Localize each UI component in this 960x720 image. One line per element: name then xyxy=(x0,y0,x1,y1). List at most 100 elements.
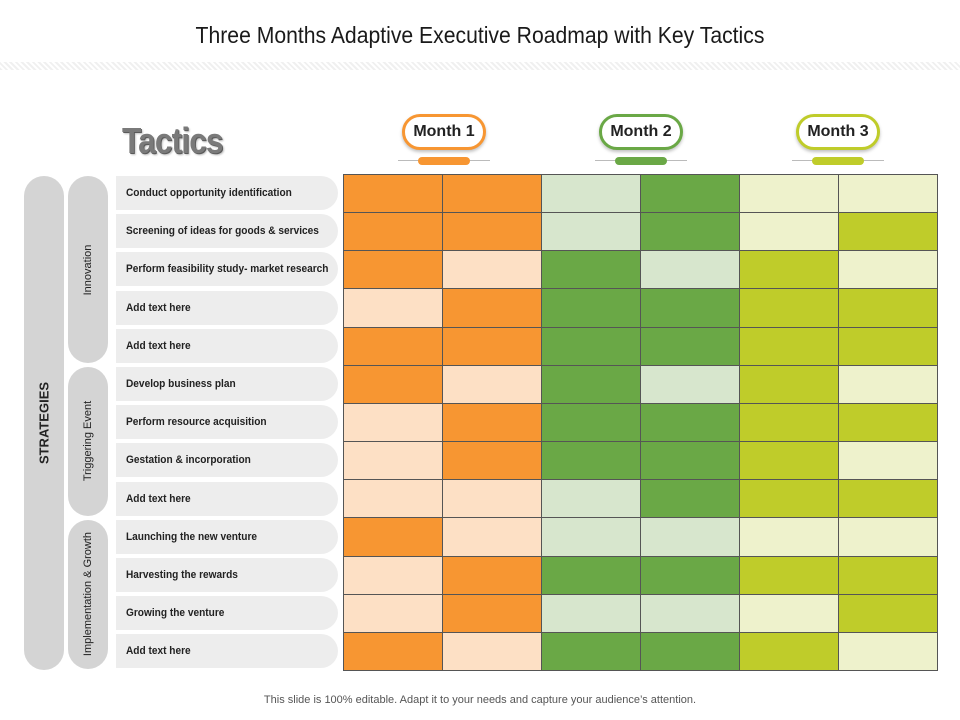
schedule-cell xyxy=(839,327,937,365)
strategies-bar xyxy=(24,176,64,670)
group-label: Triggering Event xyxy=(82,401,94,482)
group-pill: Innovation xyxy=(68,176,108,363)
schedule-cell xyxy=(542,480,640,518)
schedule-cell xyxy=(839,251,937,289)
schedule-cell xyxy=(344,403,442,442)
month-label: Month 2 xyxy=(599,114,683,150)
schedule-cell xyxy=(344,289,442,327)
schedule-cell xyxy=(443,327,541,365)
month-label: Month 3 xyxy=(796,114,880,150)
footer-note: This slide is 100% editable. Adapt it to… xyxy=(263,694,697,706)
schedule-cell xyxy=(443,594,541,632)
schedule-cell xyxy=(839,175,937,213)
schedule-cell xyxy=(641,403,739,442)
tactic-row: Conduct opportunity identification xyxy=(116,176,338,210)
schedule-cell xyxy=(344,594,442,632)
schedule-cell xyxy=(542,175,640,213)
group-pill: Implementation & Growth xyxy=(68,519,108,669)
schedule-cell xyxy=(839,632,937,670)
schedule-cell xyxy=(641,213,739,251)
schedule-cell xyxy=(641,289,739,327)
schedule-cell xyxy=(839,518,937,556)
schedule-cell xyxy=(443,403,541,442)
schedule-cell xyxy=(542,518,640,556)
schedule-cell xyxy=(740,175,838,213)
strategies-label: STRATEGIES xyxy=(36,381,52,465)
schedule-cell xyxy=(443,518,541,556)
tactics-heading: Tactics xyxy=(122,120,224,161)
schedule-cell xyxy=(740,365,838,403)
group-label: Innovation xyxy=(82,244,94,295)
tactic-label: Perform feasibility study- market resear… xyxy=(126,263,329,276)
tactic-row: Screening of ideas for goods & services xyxy=(116,214,338,249)
schedule-cell xyxy=(344,480,442,518)
month-header-3: Month 3 xyxy=(792,114,892,165)
schedule-cell xyxy=(344,556,442,594)
tactic-row: Perform feasibility study- market resear… xyxy=(116,252,338,287)
month-label: Month 1 xyxy=(402,114,486,150)
schedule-cell xyxy=(542,442,640,480)
tactic-row: Add text here xyxy=(116,481,338,516)
schedule-cell xyxy=(344,327,442,365)
tactic-label: Add text here xyxy=(126,645,191,658)
schedule-cell xyxy=(740,213,838,251)
schedule-cell xyxy=(542,327,640,365)
tactic-label: Add text here xyxy=(126,301,191,314)
schedule-cell xyxy=(443,632,541,670)
schedule-cell xyxy=(542,289,640,327)
tactic-label: Launching the new venture xyxy=(126,530,258,543)
schedule-cell xyxy=(344,213,442,251)
schedule-cell xyxy=(839,365,937,403)
schedule-cell xyxy=(839,213,937,251)
schedule-cell xyxy=(542,403,640,442)
schedule-cell xyxy=(443,365,541,403)
schedule-cell xyxy=(344,175,442,213)
schedule-cell xyxy=(839,594,937,632)
tactic-label: Harvesting the rewards xyxy=(126,569,238,581)
schedule-grid xyxy=(343,174,938,671)
schedule-cell xyxy=(839,442,937,480)
schedule-cell xyxy=(344,365,442,403)
schedule-cell xyxy=(641,251,739,289)
tactic-label: Growing the venture xyxy=(126,607,225,620)
schedule-cell xyxy=(542,213,640,251)
schedule-cell xyxy=(641,556,739,594)
tactic-row: Gestation & incorporation xyxy=(116,443,338,478)
schedule-cell xyxy=(542,632,640,670)
schedule-cell xyxy=(542,251,640,289)
slide-title: Three Months Adaptive Executive Roadmap … xyxy=(195,22,765,48)
schedule-cell xyxy=(443,175,541,213)
tactic-row: Launching the new venture xyxy=(116,519,338,554)
schedule-cell xyxy=(641,442,739,480)
schedule-cell xyxy=(740,556,838,594)
schedule-cell xyxy=(740,442,838,480)
title-divider xyxy=(0,62,960,70)
schedule-cell xyxy=(839,289,937,327)
schedule-cell xyxy=(740,403,838,442)
schedule-cell xyxy=(641,480,739,518)
tactic-label: Conduct opportunity identification xyxy=(126,187,292,199)
month-color-bar xyxy=(812,157,864,165)
tactic-row: Perform resource acquisition xyxy=(116,405,338,440)
schedule-cell xyxy=(542,594,640,632)
schedule-cell xyxy=(542,365,640,403)
tactic-row: Add text here xyxy=(116,328,338,363)
tactic-label: Gestation & incorporation xyxy=(126,454,251,467)
schedule-cell xyxy=(641,594,739,632)
schedule-cell xyxy=(740,518,838,556)
schedule-cell xyxy=(839,403,937,442)
schedule-cell xyxy=(443,442,541,480)
schedule-cell xyxy=(641,518,739,556)
schedule-cell xyxy=(443,251,541,289)
tactic-row: Growing the venture xyxy=(116,596,338,631)
tactic-row: Add text here xyxy=(116,634,338,669)
schedule-cell xyxy=(839,480,937,518)
schedule-cell xyxy=(443,556,541,594)
tactic-row: Add text here xyxy=(116,290,338,325)
schedule-cell xyxy=(740,480,838,518)
schedule-cell xyxy=(443,480,541,518)
schedule-cell xyxy=(740,632,838,670)
group-pill: Triggering Event xyxy=(68,367,108,516)
schedule-cell xyxy=(344,632,442,670)
tactic-label: Perform resource acquisition xyxy=(126,416,267,429)
